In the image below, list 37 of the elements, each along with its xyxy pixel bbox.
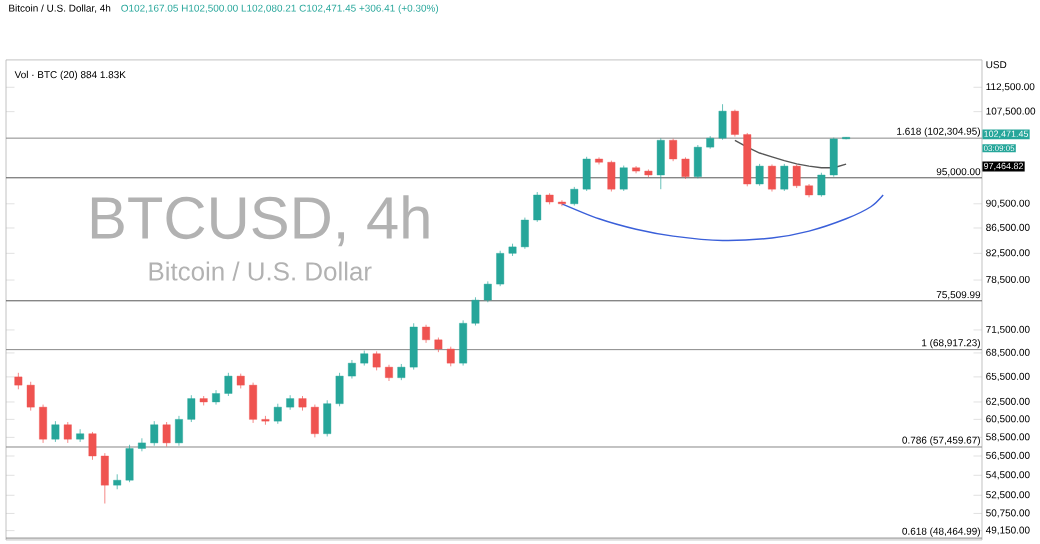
candlestick [558, 199, 566, 207]
candlestick [162, 421, 171, 447]
candlestick [224, 372, 233, 397]
candlestick [39, 404, 47, 444]
candlestick [459, 319, 468, 366]
candlestick [51, 420, 60, 443]
candlestick [76, 428, 85, 443]
candlestick [533, 191, 542, 223]
candlestick [286, 394, 295, 411]
candlestick [138, 437, 146, 452]
candlestick [63, 421, 72, 444]
annotation: BTCUSD, 4h [91, 195, 429, 247]
candlestick [249, 382, 257, 424]
candlestick [273, 403, 282, 425]
candlestick [212, 389, 220, 405]
candlestick [372, 351, 381, 371]
candlestick [261, 415, 270, 426]
candlestick [792, 164, 801, 189]
line-series [734, 139, 847, 169]
candlestick [681, 156, 690, 180]
annotation: Bitcoin / U.S. Dollar [149, 261, 372, 281]
candlestick [693, 144, 702, 179]
candlestick [607, 160, 616, 192]
line-series [561, 194, 884, 242]
candlestick [656, 137, 665, 190]
candlestick [520, 217, 529, 250]
candlestick [150, 420, 159, 447]
candlestick [187, 394, 196, 423]
candlestick [422, 324, 430, 344]
candlestick [348, 359, 356, 379]
candlestick [175, 415, 183, 447]
candlestick [619, 165, 628, 192]
candlestick [669, 138, 678, 162]
candlestick [755, 163, 764, 187]
candlestick [768, 164, 776, 192]
candlestick [780, 163, 789, 192]
candlestick [731, 109, 739, 137]
